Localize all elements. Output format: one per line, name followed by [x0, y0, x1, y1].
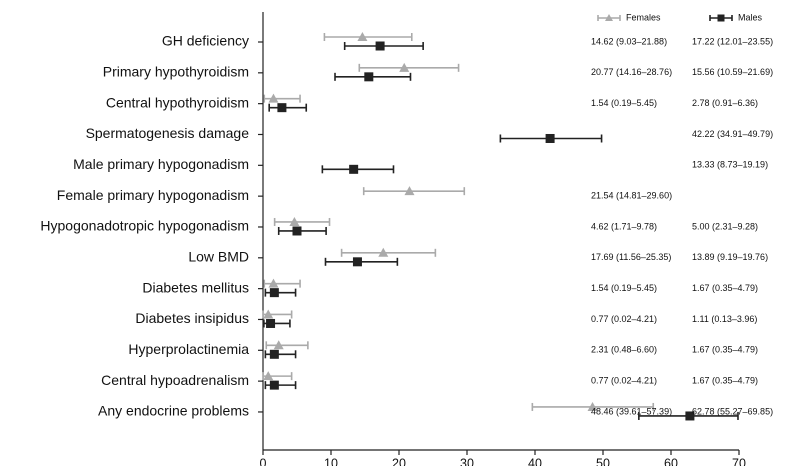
males-point-marker — [545, 133, 555, 143]
females-value-label: 14.62 (9.03–21.88) — [591, 36, 667, 46]
females-point-marker — [587, 401, 598, 411]
males-value-label: 5.00 (2.31–9.28) — [692, 221, 758, 231]
x-tick-label: 20 — [392, 456, 406, 466]
category-label: GH deficiency — [162, 33, 249, 49]
males-point-marker — [375, 41, 385, 51]
category-label: Female primary hypogonadism — [57, 187, 249, 203]
x-tick-label: 70 — [732, 456, 746, 466]
category-label: Male primary hypogonadism — [73, 156, 249, 172]
x-tick-label: 40 — [528, 456, 542, 466]
females-point-marker — [268, 278, 279, 288]
females-point-marker — [357, 32, 368, 41]
females-value-label: 4.62 (1.71–9.78) — [591, 221, 657, 231]
females-value-label: 1.54 (0.19–5.45) — [591, 98, 657, 108]
females-point-marker — [399, 62, 410, 72]
males-value-label: 1.67 (0.35–4.79) — [692, 376, 758, 386]
females-point-marker — [263, 371, 274, 381]
category-label: Primary hypothyroidism — [103, 64, 249, 80]
females-point-marker — [268, 93, 279, 103]
females-point-marker — [289, 216, 300, 226]
category-label: Low BMD — [188, 249, 249, 265]
females-value-label: 2.31 (0.48–6.60) — [591, 345, 657, 355]
males-point-marker — [269, 380, 279, 390]
males-point-marker — [292, 226, 302, 236]
males-point-marker — [352, 257, 362, 267]
category-label: Spermatogenesis damage — [86, 125, 250, 141]
category-label: Diabetes insipidus — [135, 310, 249, 326]
legend-label: Females — [626, 12, 661, 22]
x-tick-label: 0 — [260, 456, 267, 466]
males-value-label: 42.22 (34.91–49.79) — [692, 129, 773, 139]
females-point-marker — [273, 340, 284, 350]
males-value-label: 1.67 (0.35–4.79) — [692, 345, 758, 355]
legend-marker-triangle — [605, 14, 613, 21]
category-label: Central hypoadrenalism — [101, 372, 249, 388]
females-value-label: 0.77 (0.02–4.21) — [591, 314, 657, 324]
females-value-label: 17.69 (11.56–25.35) — [591, 252, 671, 262]
category-label: Central hypothyroidism — [106, 94, 249, 110]
males-value-label: 17.22 (12.01–23.55) — [692, 36, 773, 46]
males-value-label: 13.33 (8.73–19.19) — [692, 160, 768, 170]
x-tick-label: 30 — [460, 456, 474, 466]
females-point-marker — [378, 247, 389, 257]
males-value-label: 15.56 (10.59–21.69) — [692, 67, 773, 77]
x-tick-label: 50 — [596, 456, 610, 466]
category-label: Hypogonadotropic hypogonadism — [40, 218, 249, 234]
females-value-label: 1.54 (0.19–5.45) — [591, 283, 657, 293]
males-value-label: 1.67 (0.35–4.79) — [692, 283, 758, 293]
males-point-marker — [349, 164, 359, 174]
females-value-label: 20.77 (14.16–28.76) — [591, 67, 672, 77]
males-point-marker — [364, 72, 374, 82]
males-point-marker — [277, 103, 287, 113]
females-value-label: 0.77 (0.02–4.21) — [591, 376, 657, 386]
category-label: Diabetes mellitus — [142, 279, 249, 295]
category-label: Hyperprolactinemia — [128, 341, 249, 357]
males-value-label: 1.11 (0.13–3.96) — [692, 314, 757, 324]
legend-label: Males — [738, 12, 763, 22]
x-tick-label: 10 — [324, 456, 338, 466]
females-point-marker — [263, 309, 274, 319]
males-point-marker — [269, 288, 279, 298]
legend-marker-square — [717, 14, 725, 22]
males-point-marker — [685, 411, 695, 421]
males-point-marker — [269, 349, 279, 359]
females-value-label: 21.54 (14.81–29.60) — [591, 191, 672, 201]
males-value-label: 2.78 (0.91–6.36) — [692, 98, 758, 108]
females-point-marker — [404, 186, 415, 196]
males-value-label: 13.89 (9.19–19.76) — [692, 252, 768, 262]
category-label: Any endocrine problems — [98, 403, 249, 419]
males-point-marker — [266, 318, 276, 328]
males-value-label: 62.78 (55.27–69.85) — [692, 406, 773, 416]
x-tick-label: 60 — [664, 456, 678, 466]
females-value-label: 48.46 (39.61–57.39) — [591, 406, 672, 416]
